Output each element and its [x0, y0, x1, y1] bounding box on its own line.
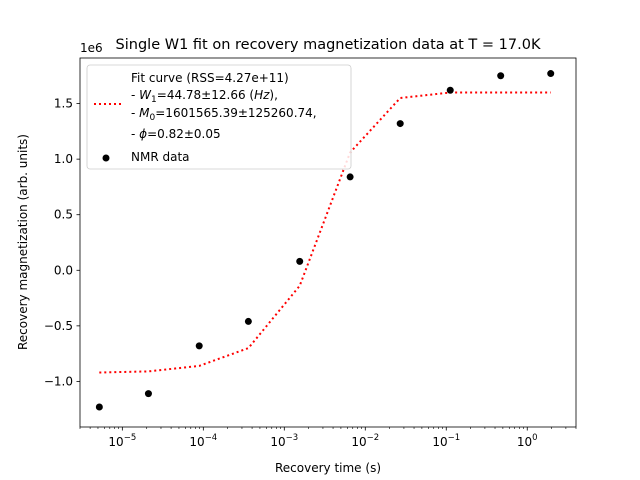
ticks-layer: 10−5 10−4 10−3 10−2 10−1 100 −1.0 −0.5 0.0 0.5 1.0… [44, 97, 577, 449]
fit-curve-layer [99, 91, 551, 374]
plot-frame [79, 57, 577, 428]
legend-fit-line1: Fit curve (RSS=4.27e+11) [131, 71, 289, 85]
legend-data-label: NMR data [131, 150, 190, 164]
data-point-4 [296, 257, 304, 265]
x-tick-label-1: 10−4 [189, 433, 217, 449]
y-tick-label-0: −1.0 [44, 374, 73, 388]
legend: Fit curve (RSS=4.27e+11) - W1=44.78±12.6… [86, 64, 352, 170]
x-tick-label-3: 10−2 [351, 433, 379, 449]
data-point-7 [446, 86, 454, 94]
data-point-3 [244, 317, 252, 325]
y-tick-label-5: 1.5 [54, 97, 73, 111]
y-tick-label-1: −0.5 [44, 319, 73, 333]
y-axis-label: Recovery magnetization (arb. units) [16, 134, 30, 350]
x-tick-label-5: 100 [517, 433, 538, 449]
y-tick-label-2: 0.0 [54, 263, 73, 277]
data-point-2 [195, 342, 203, 350]
y-tick-label-3: 0.5 [54, 208, 73, 222]
x-tick-label-0: 10−5 [108, 433, 136, 449]
data-point-0 [95, 403, 103, 411]
fit-curve-line [99, 91, 551, 374]
legend-data-marker [102, 154, 110, 162]
legend-box [86, 64, 352, 170]
data-point-9 [547, 70, 555, 78]
x-tick-label-4: 10−1 [432, 433, 460, 449]
x-axis-label: Recovery time (s) [275, 461, 381, 475]
chart-title: Single W1 fit on recovery magnetization … [116, 37, 541, 53]
data-point-1 [144, 390, 152, 398]
y-offset-label: 1e6 [80, 41, 103, 55]
legend-fit-line2: - W1=44.78±12.66 (Hz), [131, 88, 278, 105]
y-tick-label-4: 1.0 [54, 152, 73, 166]
data-points-layer [95, 70, 555, 411]
x-tick-label-2: 10−3 [270, 433, 298, 449]
data-point-5 [346, 173, 354, 181]
data-point-8 [497, 72, 505, 80]
data-point-6 [396, 120, 404, 128]
legend-fit-line4: - ϕ=0.82±0.05 [131, 127, 221, 141]
legend-fit-line3: - M0=1601565.39±125260.74, [131, 106, 317, 123]
